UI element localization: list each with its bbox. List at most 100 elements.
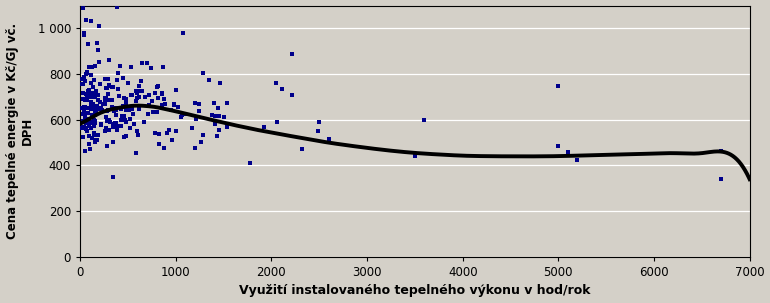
Point [156,102,168,107]
Point [89,119,102,124]
Point [124,116,136,121]
Point [109,124,122,129]
Point [92,59,105,64]
Point [130,99,142,104]
Point [89,139,101,144]
Point [85,18,97,23]
Point [99,86,112,91]
Point [286,92,298,97]
Point [100,125,112,130]
Point [79,104,91,109]
Point [118,135,130,140]
Point [89,95,102,100]
Point [109,121,121,126]
Point [112,87,125,92]
Point [323,137,335,142]
Point [149,131,161,135]
Point [119,108,132,113]
Point [81,94,93,99]
Point [102,92,114,97]
Point [126,107,138,112]
Point [85,104,97,108]
Point [76,76,89,81]
Point [83,124,95,129]
Point [119,120,132,125]
Point [100,118,112,123]
Point [108,123,120,128]
Point [270,81,282,85]
Point [102,76,115,81]
Point [158,96,170,101]
Point [86,105,99,110]
Point [138,119,150,124]
Point [91,106,103,111]
Point [78,108,90,113]
Point [161,130,173,135]
Point [88,118,100,123]
Point [80,92,92,96]
Point [89,138,102,142]
Point [107,122,119,127]
Point [118,95,130,100]
Point [105,97,118,102]
Point [89,113,101,118]
Point [106,85,119,90]
Point [552,83,564,88]
Point [78,118,90,123]
Point [166,138,179,143]
X-axis label: Využití instalovaného tepelného výkonu v hod/rok: Využití instalovaného tepelného výkonu v… [239,285,591,298]
Point [82,91,95,95]
Point [131,96,143,101]
Point [85,94,97,99]
Point [85,92,98,96]
Point [106,85,119,90]
Point [209,114,221,118]
Point [78,31,90,35]
Point [131,90,143,95]
Point [82,95,94,100]
Point [176,112,188,117]
Point [102,98,114,103]
Point [126,111,139,116]
Point [90,89,102,94]
Point [562,149,574,154]
Point [179,112,191,117]
Point [170,88,182,93]
Point [100,118,112,123]
Point [89,108,101,113]
Point [90,107,102,112]
Point [85,121,97,125]
Point [79,18,92,22]
Point [146,98,159,103]
Point [110,106,122,111]
Point [102,84,115,89]
Point [80,120,92,125]
Point [77,82,89,87]
Point [81,70,93,75]
Point [112,71,124,75]
Point [82,94,95,99]
Point [80,120,92,125]
Point [92,93,105,98]
Point [80,72,92,77]
Point [139,94,152,99]
Point [111,4,123,9]
Point [109,108,122,113]
Point [206,113,218,118]
Point [97,102,109,107]
Point [221,125,233,129]
Point [78,125,90,129]
Point [81,98,93,102]
Point [102,82,115,87]
Point [82,106,94,111]
Point [80,96,92,101]
Point [79,115,92,120]
Point [85,125,97,130]
Point [145,65,157,70]
Point [156,105,169,109]
Point [142,111,154,116]
Point [79,78,92,83]
Point [571,158,584,163]
Point [207,101,219,106]
Point [107,140,119,145]
